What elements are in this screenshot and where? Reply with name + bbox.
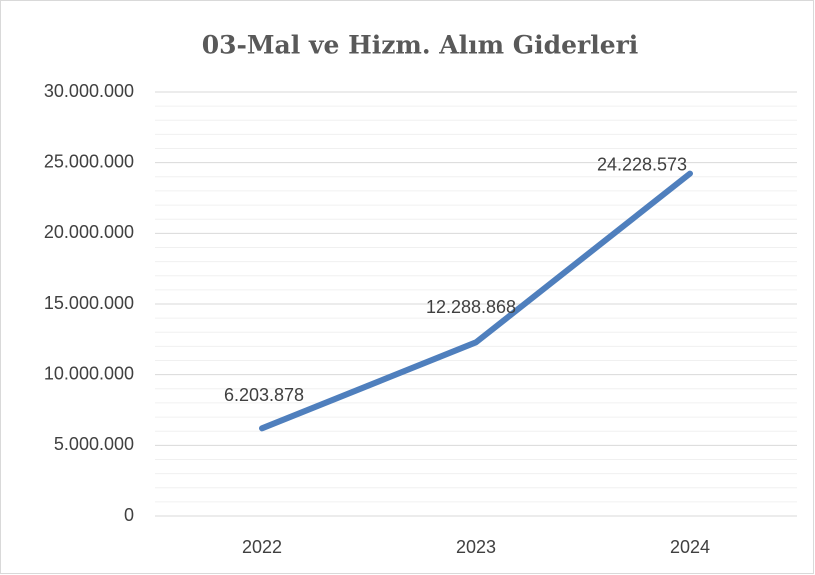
chart-title: 03-Mal ve Hizm. Alım Giderleri xyxy=(202,31,639,60)
data-label: 12.288.868 xyxy=(426,297,516,317)
y-tick-label: 30.000.000 xyxy=(44,81,134,101)
y-tick-label: 5.000.000 xyxy=(54,434,134,454)
line-series xyxy=(259,170,693,432)
y-tick-label: 10.000.000 xyxy=(44,363,134,383)
y-tick-label: 0 xyxy=(124,505,134,525)
y-tick-label: 25.000.000 xyxy=(44,151,134,171)
y-tick-label: 20.000.000 xyxy=(44,222,134,242)
x-tick-label: 2022 xyxy=(242,537,282,557)
y-tick-label: 15.000.000 xyxy=(44,293,134,313)
x-tick-label: 2023 xyxy=(456,537,496,557)
x-tick-label: 2024 xyxy=(670,537,710,557)
data-label: 24.228.573 xyxy=(597,154,687,174)
data-label: 6.203.878 xyxy=(224,385,304,405)
